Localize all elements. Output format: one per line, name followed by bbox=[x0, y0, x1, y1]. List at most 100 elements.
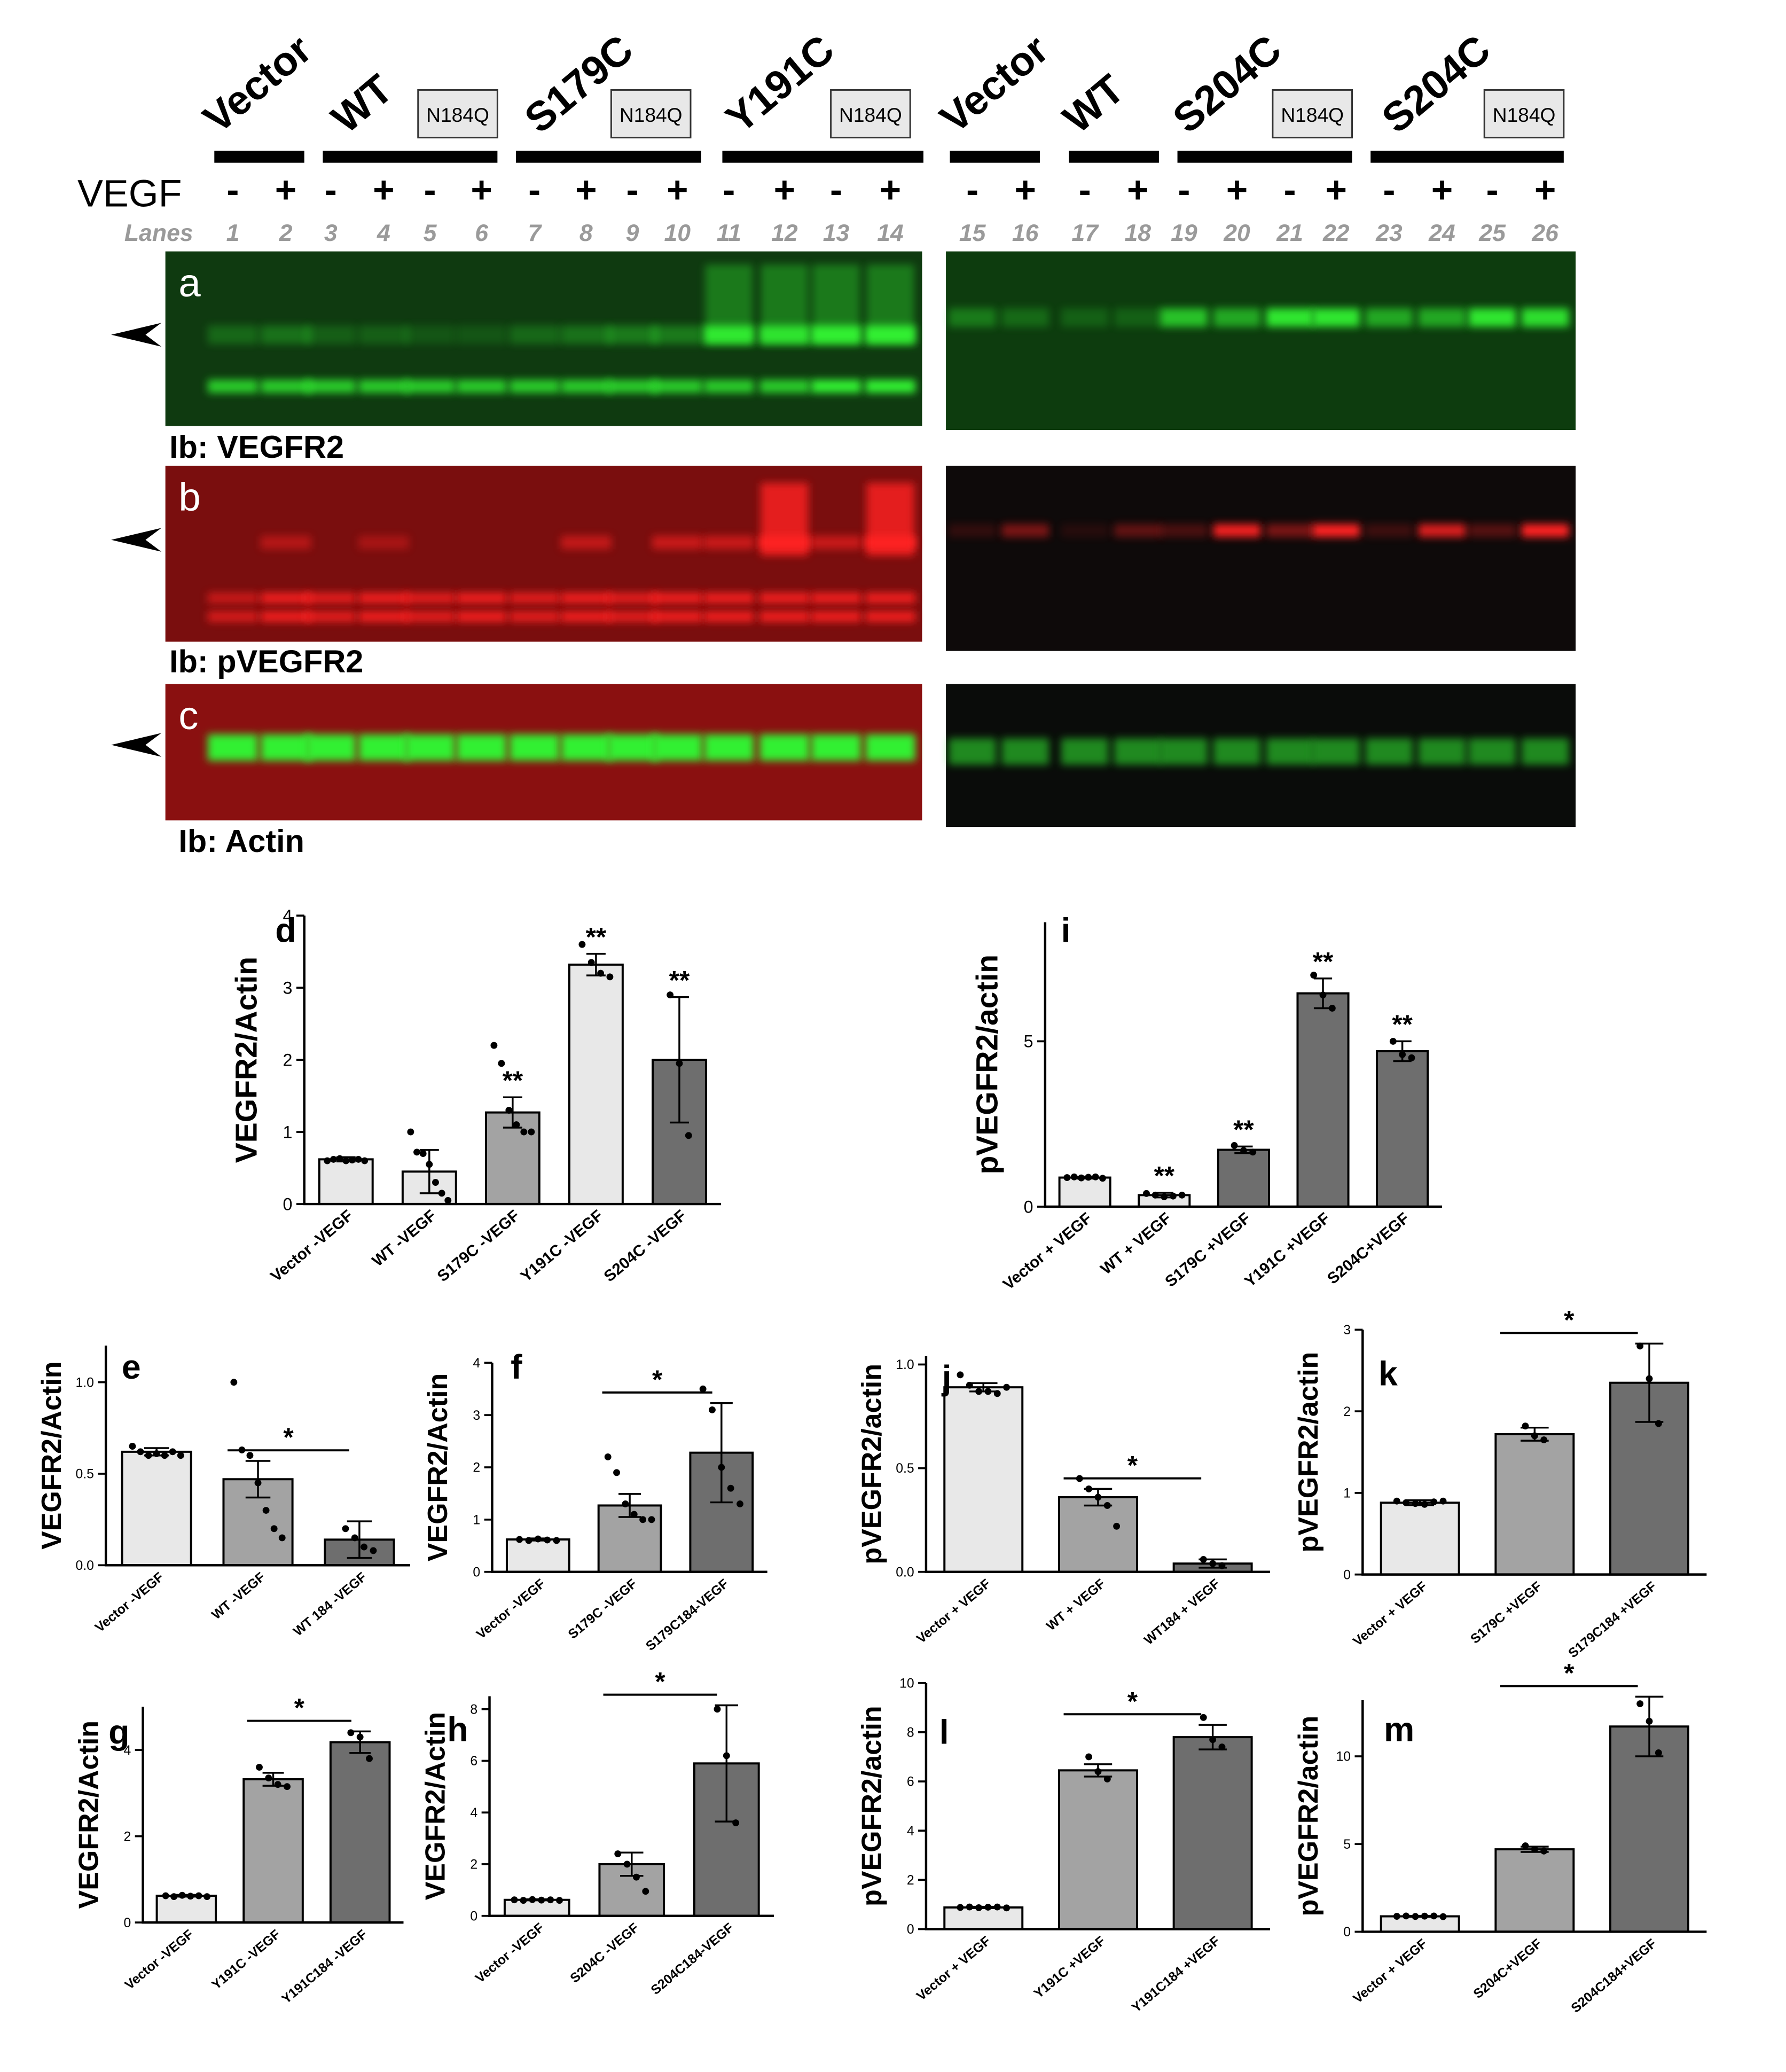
band bbox=[703, 592, 754, 604]
data-point bbox=[195, 1892, 202, 1899]
vegf-sign: + bbox=[774, 169, 796, 210]
bar bbox=[1376, 1050, 1429, 1208]
group-bar bbox=[722, 151, 923, 163]
chart: 0.0 0.5 1.0 Vector + VEGF WT + VEGF WT184 + V… bbox=[857, 1356, 1270, 1648]
significance: * bbox=[1127, 1451, 1138, 1480]
band bbox=[652, 611, 703, 622]
band bbox=[1160, 308, 1208, 327]
significance: ** bbox=[669, 966, 690, 995]
lane-number: 11 bbox=[717, 220, 741, 246]
data-point bbox=[1522, 1842, 1529, 1849]
band bbox=[561, 379, 612, 393]
y-axis-label: VEGFR2/Actin bbox=[230, 957, 264, 1163]
chart: 0.0 0.5 1.0 Vector -VEGF WT -VEGF WT 184 -VEG… bbox=[36, 1346, 410, 1639]
band bbox=[607, 379, 658, 393]
data-point bbox=[957, 1371, 964, 1379]
y-axis-label: pVEGFR2/actin bbox=[857, 1706, 888, 1906]
data-point bbox=[633, 1873, 640, 1881]
data-point bbox=[513, 1121, 520, 1129]
tag-box bbox=[1483, 89, 1565, 139]
data-point bbox=[370, 1547, 377, 1554]
y-tick-label: 0 bbox=[473, 1565, 480, 1580]
bar bbox=[121, 1450, 192, 1567]
data-point bbox=[642, 1888, 649, 1895]
blot-label: Ib: VEGFR2 bbox=[169, 429, 344, 465]
x-tick-label: S204C+VEGF bbox=[1471, 1936, 1545, 2001]
lane-number: 17 bbox=[1071, 220, 1099, 246]
data-point bbox=[578, 941, 586, 948]
band bbox=[404, 611, 456, 622]
vegf-sign: + bbox=[575, 169, 597, 210]
data-point bbox=[1430, 1912, 1438, 1920]
band bbox=[1468, 523, 1516, 537]
band bbox=[1312, 738, 1360, 765]
data-point bbox=[351, 1534, 358, 1542]
data-point bbox=[432, 1179, 439, 1186]
y-axis-label: pVEGFR2/actin bbox=[1293, 1352, 1324, 1553]
band bbox=[306, 734, 356, 761]
x-tick-label: WT + VEGF bbox=[1044, 1576, 1108, 1633]
significance: ** bbox=[1154, 1161, 1175, 1191]
y-tick-label: 2 bbox=[1343, 1405, 1351, 1419]
group-bar bbox=[1370, 151, 1564, 163]
significance: ** bbox=[503, 1066, 523, 1095]
group-label: Vector bbox=[931, 26, 1057, 142]
data-point bbox=[614, 1850, 622, 1858]
band bbox=[1001, 738, 1049, 765]
data-point bbox=[330, 1155, 337, 1163]
band bbox=[561, 611, 612, 622]
data-point bbox=[604, 1453, 612, 1460]
data-point bbox=[490, 1042, 498, 1049]
band bbox=[865, 379, 916, 393]
band bbox=[260, 325, 311, 345]
lane-number: 14 bbox=[877, 220, 904, 246]
lane-number: 24 bbox=[1428, 220, 1455, 246]
chart: 0 1 2 3 4 Vector -VEGF S179C -VEGF S179C184-VEG… bbox=[422, 1348, 767, 1654]
band bbox=[652, 379, 703, 393]
significance: ** bbox=[1313, 947, 1334, 976]
tag-label: N184Q bbox=[1281, 104, 1344, 126]
vegf-sign: + bbox=[880, 169, 902, 210]
x-tick-label: S179C +VEGF bbox=[1162, 1209, 1254, 1291]
vegf-sign: + bbox=[1431, 169, 1453, 210]
y-tick-label: 10 bbox=[899, 1676, 914, 1691]
data-point bbox=[622, 1500, 629, 1507]
data-point bbox=[170, 1893, 178, 1901]
group-label: S204C bbox=[1164, 26, 1290, 142]
data-point bbox=[1531, 1846, 1538, 1853]
tag-box bbox=[830, 89, 911, 139]
panel-letter: h bbox=[447, 1710, 468, 1749]
band bbox=[358, 592, 409, 604]
band bbox=[949, 523, 997, 537]
y-tick-label: 0 bbox=[123, 1916, 131, 1930]
tag-label: N184Q bbox=[839, 104, 902, 126]
x-tick-label: Vector + VEGF bbox=[1351, 1936, 1430, 2006]
data-point bbox=[336, 1155, 343, 1162]
data-point bbox=[966, 1381, 973, 1389]
significance: * bbox=[1564, 1305, 1574, 1335]
x-tick-label: S179C184-VEGF bbox=[644, 1576, 732, 1654]
band bbox=[811, 536, 861, 549]
group-label: Y191C bbox=[717, 26, 843, 142]
vegf-sign: - bbox=[723, 169, 735, 210]
data-point bbox=[265, 1774, 272, 1782]
y-tick-label: 0 bbox=[470, 1909, 477, 1924]
bar bbox=[505, 1538, 570, 1573]
bar bbox=[1172, 1736, 1253, 1930]
data-point bbox=[1085, 1174, 1092, 1181]
group-bar bbox=[214, 151, 304, 163]
band bbox=[1468, 738, 1516, 765]
data-point bbox=[1430, 1498, 1438, 1506]
y-tick-label: 4 bbox=[283, 906, 293, 925]
vegf-sign: + bbox=[471, 169, 492, 210]
data-point bbox=[1522, 1422, 1529, 1430]
x-tick-label: WT 184 -VEGF bbox=[291, 1570, 370, 1639]
band bbox=[509, 325, 560, 345]
blot-right bbox=[946, 465, 1576, 651]
band bbox=[358, 734, 409, 761]
band bbox=[1114, 738, 1162, 765]
blot-right bbox=[946, 251, 1576, 431]
band bbox=[811, 611, 861, 622]
data-point bbox=[145, 1452, 152, 1459]
data-point bbox=[1399, 1051, 1406, 1058]
